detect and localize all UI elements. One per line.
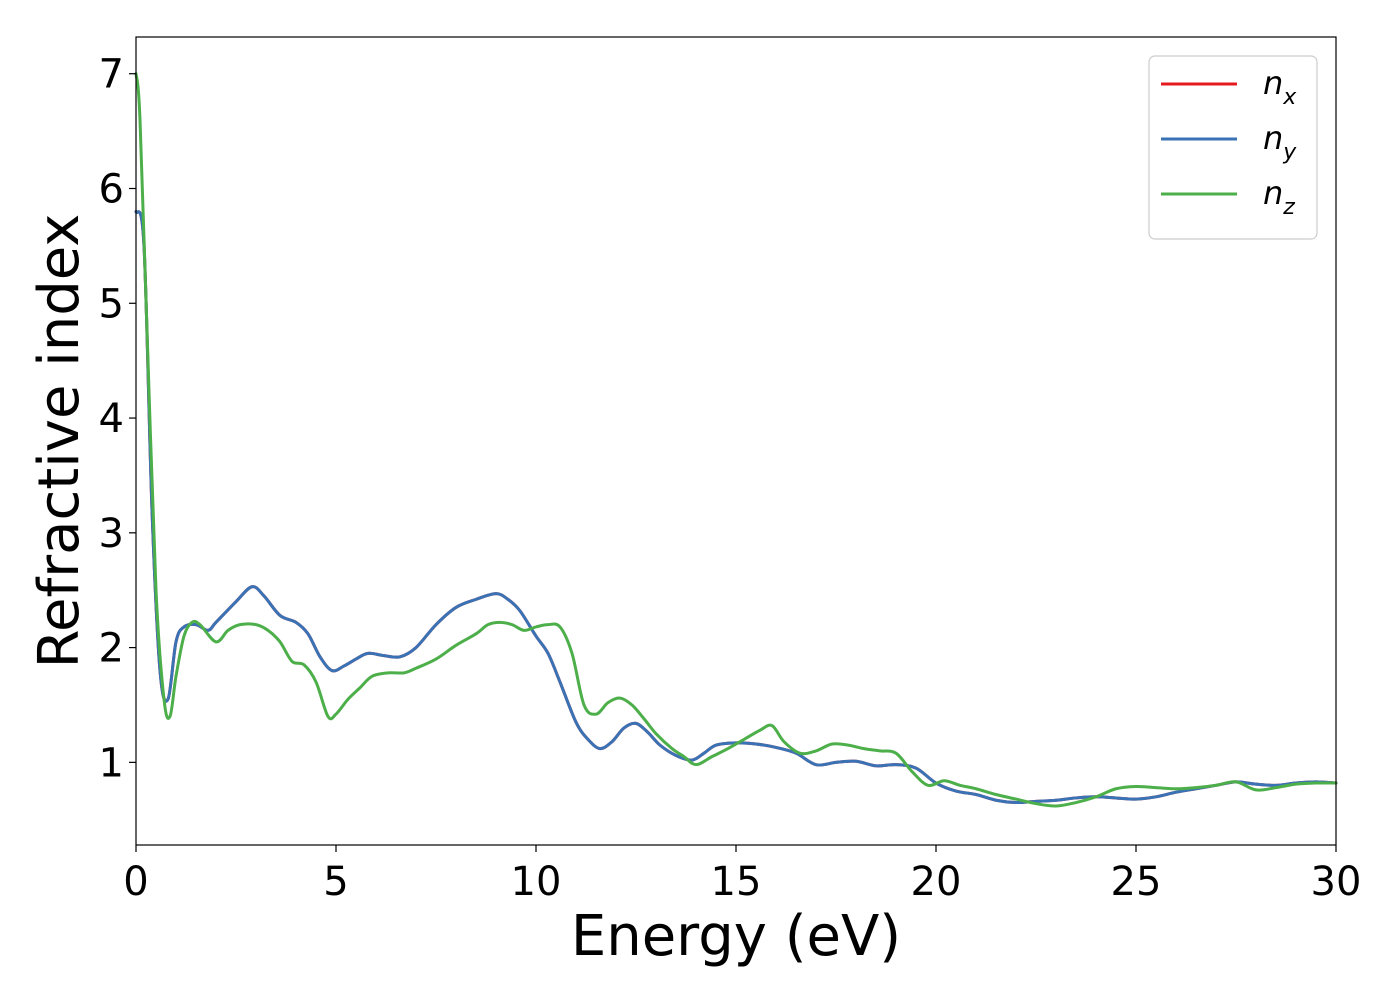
y-tick-label: 2 [99,626,124,672]
y-tick-label: 5 [99,281,124,327]
y-axis-label: Refractive index [27,214,92,669]
y-tick-label: 1 [99,740,124,786]
x-tick-label: 0 [123,859,148,905]
plot-background [136,37,1336,845]
series-line-y [134,209,1338,805]
y-tick-label: 6 [99,167,124,213]
x-axis-label: Energy (eV) [571,904,901,969]
x-tick-label: 20 [911,859,962,905]
y-axis: 1 2 3 4 5 6 7 [99,52,136,786]
x-tick-label: 30 [1311,859,1362,905]
legend-label-y: ny [1263,119,1297,165]
x-tick-label: 25 [1111,859,1162,905]
y-tick-label: 3 [99,511,124,557]
x-tick-label: 10 [511,859,562,905]
y-tick-label: 7 [99,52,124,98]
x-tick-label: 5 [323,859,348,905]
series-layer [134,72,1338,808]
x-tick-label: 15 [711,859,762,905]
x-axis: 0 5 10 15 20 25 30 [123,845,1361,905]
y-tick-label: 4 [99,396,124,442]
legend-label-x: nx [1263,64,1297,110]
series-line-z [134,72,1338,808]
legend-label-z: nz [1263,174,1295,220]
legend: nx ny nz [1148,55,1318,240]
